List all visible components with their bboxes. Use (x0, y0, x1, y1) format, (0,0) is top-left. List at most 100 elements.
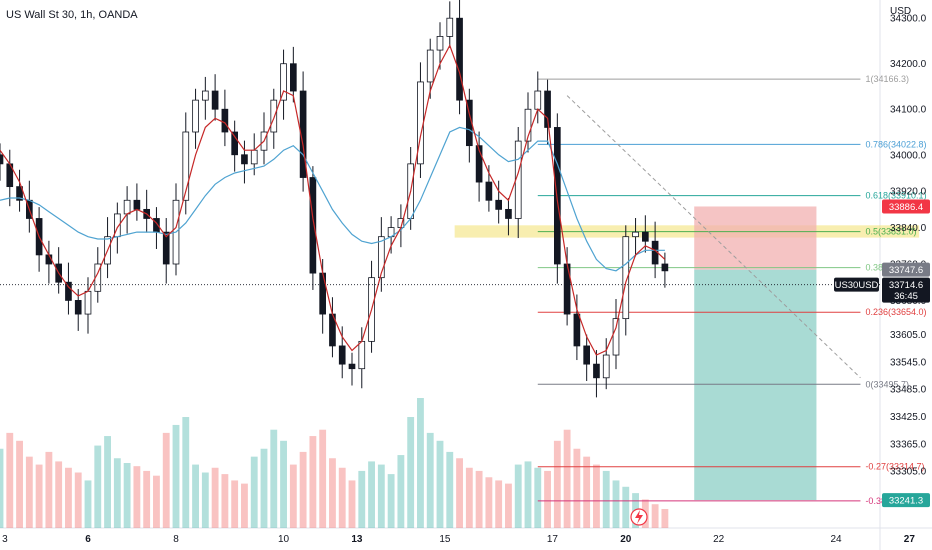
volume-bar (309, 436, 317, 528)
volume-bar (593, 464, 600, 528)
y-tick-label: 33485.0 (890, 385, 927, 396)
candle-body (436, 36, 444, 51)
trend-line[interactable] (566, 95, 861, 379)
y-tick-label: 34300.0 (890, 14, 927, 25)
fib-level-label: 0.618(33910.1) (865, 191, 926, 201)
candle-body (0, 154, 4, 165)
candle-body (377, 236, 385, 279)
volume-bar (446, 451, 454, 528)
candle-body (299, 90, 307, 178)
volume-bar (172, 424, 180, 528)
volume-bar (35, 464, 43, 528)
fib-level-label: 0.236(33654.0) (865, 307, 926, 317)
y-tick-label: 33365.0 (890, 439, 927, 450)
stop-loss-zone[interactable] (694, 206, 817, 270)
y-tick-label: 33425.0 (890, 412, 927, 423)
volume-bar (377, 464, 385, 528)
x-tick-label: 24 (830, 534, 842, 545)
volume-bar (495, 480, 503, 528)
volume-bar (55, 461, 63, 528)
fib-level-label: 0(33495.7) (865, 379, 909, 389)
candle-body (133, 199, 141, 210)
volume-bar (505, 483, 512, 528)
volume-bar (94, 445, 102, 528)
volume-bar (192, 464, 199, 528)
current-price-tag (882, 277, 930, 303)
volume-bar (113, 458, 121, 528)
countdown-label: 36:45 (894, 291, 918, 302)
candle-body (632, 231, 639, 238)
volume-bar (583, 456, 591, 528)
lightning-icon[interactable] (630, 508, 648, 526)
volume-bar (358, 470, 366, 528)
candle-body (485, 181, 493, 201)
volume-bar (514, 464, 522, 528)
candle-body (612, 318, 620, 356)
volume-bar (465, 467, 473, 528)
ma-slow-line (0, 126, 665, 272)
candle-body (417, 81, 424, 165)
volume-bar (426, 432, 434, 528)
candle-body (534, 90, 542, 110)
price-tag-label: 33886.4 (889, 202, 923, 213)
volume-bar (368, 461, 375, 528)
candle-body (446, 17, 454, 37)
candle-body (270, 99, 278, 133)
candle-body (221, 108, 229, 133)
candle-body (289, 63, 297, 92)
candle-body (201, 90, 209, 101)
volume-bar (602, 470, 610, 528)
volume-bar (241, 483, 248, 528)
y-tick-label: 33920.0 (890, 187, 927, 198)
volume-bar (544, 470, 551, 528)
moving-averages (0, 44, 880, 356)
volume-bar (104, 436, 111, 528)
symbol-tag[interactable] (834, 277, 879, 292)
volume-bar (524, 461, 532, 528)
volume-bar (182, 417, 190, 528)
take-profit-zone[interactable] (694, 269, 817, 501)
volume-bar (319, 429, 327, 528)
volume-bar (153, 475, 160, 528)
volume-bar (231, 480, 239, 528)
volume-bar (260, 448, 268, 528)
volume-bars (0, 398, 669, 528)
volume-bar (270, 429, 278, 528)
candle-body (642, 231, 649, 242)
price-tag (882, 262, 930, 277)
price-tag-label: 33747.6 (889, 265, 923, 276)
x-tick-label: 8 (173, 534, 179, 545)
volume-bar (299, 451, 307, 528)
price-axis[interactable]: 34300.0 34200.0 34100.0 34000.0 33920.0 33840… (834, 14, 930, 508)
currency-label: USD (890, 6, 911, 17)
candle-body (593, 363, 600, 379)
y-tick-label: 33605.0 (890, 330, 927, 341)
candle-body (348, 363, 356, 370)
volume-bar (84, 480, 92, 528)
x-tick-label: 3 (2, 534, 8, 545)
symbol-tag-label: US30USD (835, 280, 879, 291)
candle-body (123, 199, 131, 215)
volume-bar (573, 448, 581, 528)
candle-body (16, 186, 23, 201)
volume-bar (16, 440, 23, 528)
fib-level-label: 0.786(34022.8) (865, 139, 926, 149)
candle-body (65, 281, 72, 301)
candle-body (162, 231, 170, 265)
candle-body (622, 236, 630, 320)
volume-bar (6, 432, 14, 528)
y-tick-label: 34200.0 (890, 59, 927, 70)
y-tick-label: 34000.0 (890, 150, 927, 161)
volume-bar (436, 440, 444, 528)
volume-bar (348, 480, 356, 528)
time-axis[interactable]: 3 6 8 10 13 15 17 20 22 24 27 (2, 534, 915, 545)
volume-bar (622, 486, 630, 528)
candle-body (573, 313, 581, 347)
candle-body (280, 63, 287, 101)
volume-bar (65, 467, 72, 528)
y-tick-label: 33305.0 (890, 467, 927, 478)
candle-body (505, 208, 512, 219)
volume-bar (133, 466, 141, 528)
